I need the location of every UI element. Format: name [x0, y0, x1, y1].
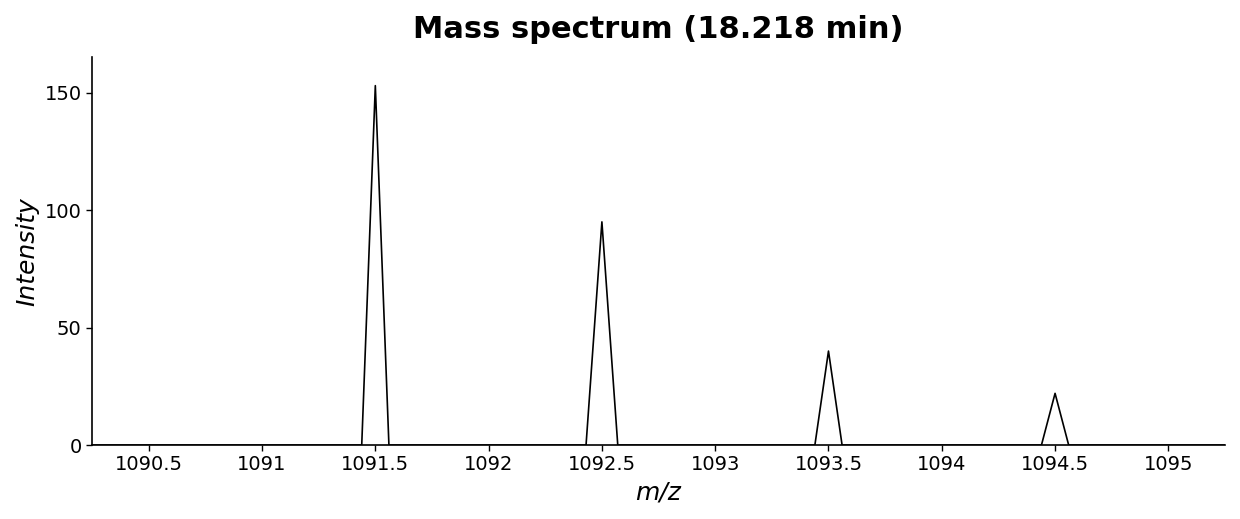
Title: Mass spectrum (18.218 min): Mass spectrum (18.218 min) [413, 15, 904, 44]
Y-axis label: Intensity: Intensity [15, 197, 38, 306]
X-axis label: m/z: m/z [636, 480, 682, 504]
